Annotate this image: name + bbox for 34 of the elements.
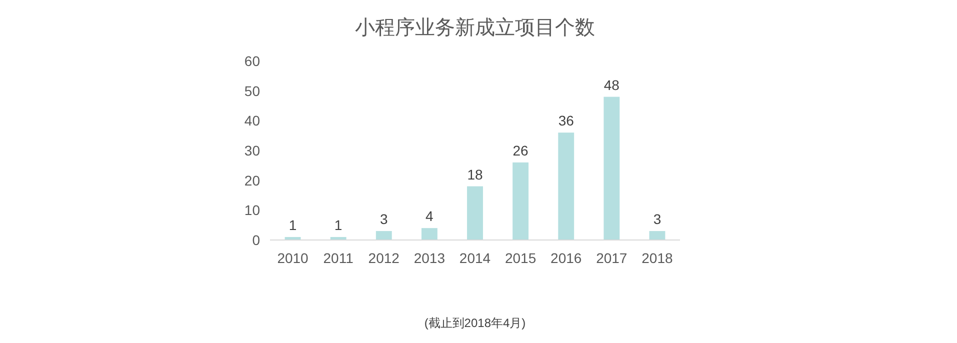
text: (截止到2018年4月) bbox=[424, 316, 526, 330]
chart-title: 小程序业务新成立项目个数 bbox=[355, 17, 595, 39]
x-tick-label: 2016 bbox=[550, 250, 582, 266]
x-tick-label: 2015 bbox=[504, 250, 536, 266]
bar bbox=[467, 186, 483, 240]
bar bbox=[604, 96, 620, 240]
data-label: 18 bbox=[467, 166, 483, 182]
x-tick-label: 2010 bbox=[277, 250, 309, 266]
data-label: 48 bbox=[604, 76, 620, 93]
y-tick-label: 0 bbox=[252, 232, 260, 248]
bar bbox=[421, 228, 438, 240]
y-tick-label: 50 bbox=[244, 82, 260, 99]
x-tick-label: 2018 bbox=[642, 250, 674, 266]
data-label: 26 bbox=[512, 142, 529, 158]
data-label: 1 bbox=[334, 217, 342, 234]
y-tick-label: 20 bbox=[244, 172, 260, 188]
x-tick-label: 2012 bbox=[368, 250, 400, 266]
y-tick-label: 60 bbox=[244, 53, 260, 69]
x-tick-label: 2013 bbox=[414, 250, 446, 266]
data-label: 36 bbox=[558, 112, 574, 129]
data-label: 4 bbox=[426, 208, 434, 224]
y-tick-label: 30 bbox=[244, 142, 260, 158]
bar bbox=[512, 162, 529, 240]
y-tick-label: 40 bbox=[244, 112, 260, 129]
x-tick-label: 2017 bbox=[596, 250, 628, 266]
x-tick-label: 2014 bbox=[459, 250, 491, 266]
y-tick-label: 10 bbox=[244, 202, 260, 218]
bar bbox=[649, 231, 666, 240]
data-label: 1 bbox=[288, 217, 297, 234]
data-label: 3 bbox=[380, 211, 388, 228]
bar bbox=[376, 231, 392, 240]
data-label: 3 bbox=[653, 211, 662, 228]
bar bbox=[558, 132, 574, 240]
x-tick-label: 2011 bbox=[323, 250, 354, 266]
